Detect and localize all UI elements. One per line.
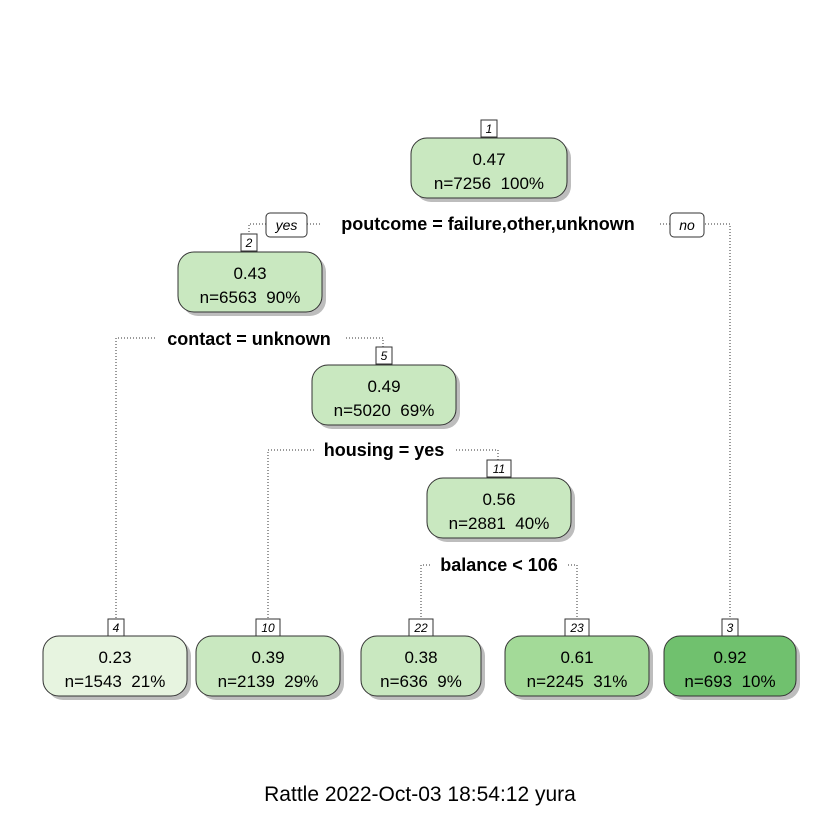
node-count: n=693 10% <box>684 672 775 691</box>
split-label-contact: contact = unknown <box>167 329 331 349</box>
split-label-poutcome: poutcome = failure,other,unknown <box>341 214 635 234</box>
node-number: 11 <box>493 462 505 476</box>
node-number: 1 <box>486 122 493 136</box>
node-value: 0.56 <box>482 490 515 509</box>
node-count: n=1543 21% <box>65 672 166 691</box>
yes-branch-tag: yes <box>265 212 308 238</box>
node-value: 0.43 <box>233 264 266 283</box>
edge-5-to-11 <box>456 449 499 460</box>
node-count: n=6563 90% <box>200 288 301 307</box>
edge-1-to-3 <box>660 223 731 620</box>
node-number: 4 <box>113 621 120 635</box>
tree-node-11: 11 0.56 n=2881 40% <box>426 459 575 542</box>
edge-2-to-5 <box>346 337 384 348</box>
node-number: 5 <box>381 349 388 363</box>
node-value: 0.49 <box>367 377 400 396</box>
tree-node-1: 1 0.47 n=7256 100% <box>410 119 571 202</box>
node-number: 10 <box>261 621 275 635</box>
node-number: 3 <box>727 621 734 635</box>
node-count: n=2139 29% <box>218 672 319 691</box>
node-value: 0.61 <box>560 648 593 667</box>
node-number: 22 <box>413 621 428 635</box>
node-value: 0.38 <box>404 648 437 667</box>
split-label-housing: housing = yes <box>324 440 445 460</box>
tree-leaf-4: 4 0.23 n=1543 21% <box>42 618 191 700</box>
node-number-tag <box>375 346 393 365</box>
tree-node-2: 2 0.43 n=6563 90% <box>177 233 326 316</box>
svg-text:yes: yes <box>275 217 298 233</box>
split-label-balance: balance < 106 <box>440 555 558 575</box>
edge-1-to-2 <box>248 223 320 236</box>
node-count: n=636 9% <box>380 672 462 691</box>
node-number: 23 <box>569 621 584 635</box>
node-count: n=7256 100% <box>434 174 544 193</box>
tree-leaf-10: 10 0.39 n=2139 29% <box>195 618 344 700</box>
node-number-tag <box>486 459 512 478</box>
node-count: n=2245 31% <box>527 672 628 691</box>
tree-node-5: 5 0.49 n=5020 69% <box>311 346 460 429</box>
node-number: 2 <box>245 236 253 250</box>
edge-11-to-23 <box>568 564 578 620</box>
edge-11-to-22 <box>420 564 430 620</box>
edge-2-to-4 <box>115 337 155 620</box>
no-branch-tag: no <box>669 212 705 238</box>
node-count: n=2881 40% <box>449 514 550 533</box>
node-value: 0.47 <box>472 150 505 169</box>
node-number-tag <box>480 119 498 138</box>
node-value: 0.39 <box>251 648 284 667</box>
tree-leaf-23: 23 0.61 n=2245 31% <box>504 618 653 700</box>
tree-leaf-22: 22 0.38 n=636 9% <box>360 618 485 700</box>
footer-caption: Rattle 2022-Oct-03 18:54:12 yura <box>264 783 576 806</box>
edge-5-to-10 <box>267 449 314 620</box>
tree-leaf-3: 3 0.92 n=693 10% <box>663 618 800 700</box>
node-count: n=5020 69% <box>334 401 435 420</box>
node-value: 0.23 <box>98 648 131 667</box>
svg-text:no: no <box>679 217 695 233</box>
node-number-tag <box>240 233 258 252</box>
node-value: 0.92 <box>713 648 746 667</box>
